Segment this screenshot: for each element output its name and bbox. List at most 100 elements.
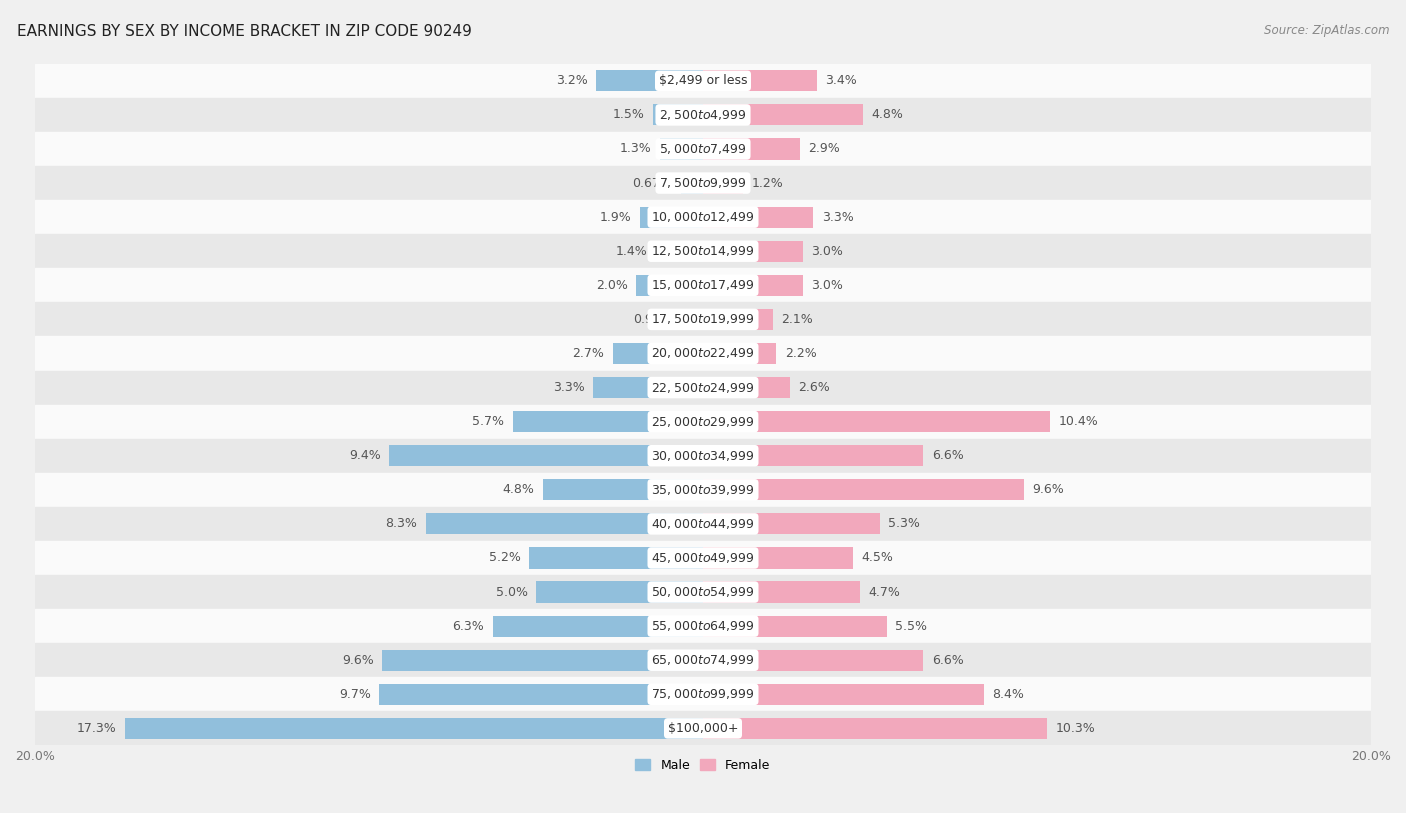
Text: 8.4%: 8.4%: [993, 688, 1024, 701]
Text: 4.7%: 4.7%: [869, 585, 900, 598]
Bar: [703, 104, 863, 125]
Text: $15,000 to $17,499: $15,000 to $17,499: [651, 278, 755, 293]
Text: $30,000 to $34,999: $30,000 to $34,999: [651, 449, 755, 463]
Text: 6.3%: 6.3%: [453, 620, 484, 633]
Text: 6.6%: 6.6%: [932, 450, 963, 463]
Text: 2.9%: 2.9%: [808, 142, 839, 155]
Bar: [703, 241, 803, 262]
Bar: [35, 98, 1371, 132]
Bar: [703, 684, 984, 705]
Bar: [593, 377, 703, 398]
Bar: [125, 718, 703, 739]
Bar: [35, 268, 1371, 302]
Text: 9.7%: 9.7%: [339, 688, 371, 701]
Bar: [703, 581, 860, 602]
Text: 5.2%: 5.2%: [489, 551, 522, 564]
Text: 3.3%: 3.3%: [553, 381, 585, 394]
Legend: Male, Female: Male, Female: [630, 754, 776, 776]
Bar: [35, 711, 1371, 746]
Bar: [703, 513, 880, 534]
Bar: [35, 473, 1371, 506]
Text: 4.5%: 4.5%: [862, 551, 894, 564]
Text: 10.3%: 10.3%: [1056, 722, 1095, 735]
Text: 1.5%: 1.5%: [613, 108, 644, 121]
Bar: [703, 275, 803, 296]
Text: $75,000 to $99,999: $75,000 to $99,999: [651, 687, 755, 702]
Text: 2.7%: 2.7%: [572, 347, 605, 360]
Text: 3.0%: 3.0%: [811, 245, 844, 258]
Bar: [657, 241, 703, 262]
Bar: [636, 275, 703, 296]
Bar: [536, 581, 703, 602]
Text: 1.4%: 1.4%: [616, 245, 648, 258]
Bar: [681, 172, 703, 193]
Text: $40,000 to $44,999: $40,000 to $44,999: [651, 517, 755, 531]
Bar: [703, 615, 887, 637]
Text: 3.3%: 3.3%: [821, 211, 853, 224]
Text: 1.2%: 1.2%: [751, 176, 783, 189]
Bar: [703, 411, 1050, 433]
Text: 0.67%: 0.67%: [633, 176, 672, 189]
Bar: [35, 166, 1371, 200]
Bar: [35, 643, 1371, 677]
Bar: [659, 138, 703, 159]
Text: $7,500 to $9,999: $7,500 to $9,999: [659, 176, 747, 190]
Text: 4.8%: 4.8%: [502, 483, 534, 496]
Text: $55,000 to $64,999: $55,000 to $64,999: [651, 620, 755, 633]
Bar: [35, 234, 1371, 268]
Text: $45,000 to $49,999: $45,000 to $49,999: [651, 551, 755, 565]
Text: $2,500 to $4,999: $2,500 to $4,999: [659, 108, 747, 122]
Text: 2.1%: 2.1%: [782, 313, 813, 326]
Text: 9.4%: 9.4%: [349, 450, 381, 463]
Text: 1.9%: 1.9%: [599, 211, 631, 224]
Bar: [543, 479, 703, 500]
Bar: [703, 172, 744, 193]
Bar: [35, 63, 1371, 98]
Bar: [640, 207, 703, 228]
Bar: [35, 609, 1371, 643]
Text: 5.7%: 5.7%: [472, 415, 505, 428]
Text: $65,000 to $74,999: $65,000 to $74,999: [651, 653, 755, 667]
Text: 2.2%: 2.2%: [785, 347, 817, 360]
Text: 10.4%: 10.4%: [1059, 415, 1098, 428]
Bar: [703, 343, 776, 364]
Bar: [703, 718, 1047, 739]
Bar: [35, 506, 1371, 541]
Bar: [703, 479, 1024, 500]
Bar: [35, 302, 1371, 337]
Bar: [529, 547, 703, 568]
Bar: [652, 104, 703, 125]
Bar: [35, 132, 1371, 166]
Text: 5.0%: 5.0%: [496, 585, 527, 598]
Bar: [35, 200, 1371, 234]
Bar: [673, 309, 703, 330]
Text: $50,000 to $54,999: $50,000 to $54,999: [651, 585, 755, 599]
Bar: [703, 138, 800, 159]
Text: $25,000 to $29,999: $25,000 to $29,999: [651, 415, 755, 428]
Text: 3.4%: 3.4%: [825, 74, 856, 87]
Text: $10,000 to $12,499: $10,000 to $12,499: [651, 210, 755, 224]
Text: $20,000 to $22,499: $20,000 to $22,499: [651, 346, 755, 360]
Text: $17,500 to $19,999: $17,500 to $19,999: [651, 312, 755, 326]
Bar: [703, 207, 813, 228]
Text: 3.0%: 3.0%: [811, 279, 844, 292]
Text: 6.6%: 6.6%: [932, 654, 963, 667]
Bar: [35, 439, 1371, 473]
Text: 9.6%: 9.6%: [342, 654, 374, 667]
Bar: [380, 684, 703, 705]
Text: 5.3%: 5.3%: [889, 517, 921, 530]
Text: $35,000 to $39,999: $35,000 to $39,999: [651, 483, 755, 497]
Text: $12,500 to $14,999: $12,500 to $14,999: [651, 244, 755, 259]
Text: EARNINGS BY SEX BY INCOME BRACKET IN ZIP CODE 90249: EARNINGS BY SEX BY INCOME BRACKET IN ZIP…: [17, 24, 472, 39]
Bar: [613, 343, 703, 364]
Bar: [703, 446, 924, 467]
Text: 3.2%: 3.2%: [555, 74, 588, 87]
Bar: [703, 309, 773, 330]
Text: 9.6%: 9.6%: [1032, 483, 1064, 496]
Text: 8.3%: 8.3%: [385, 517, 418, 530]
Bar: [513, 411, 703, 433]
Bar: [703, 377, 790, 398]
Bar: [703, 650, 924, 671]
Text: 2.0%: 2.0%: [596, 279, 628, 292]
Text: 2.6%: 2.6%: [799, 381, 830, 394]
